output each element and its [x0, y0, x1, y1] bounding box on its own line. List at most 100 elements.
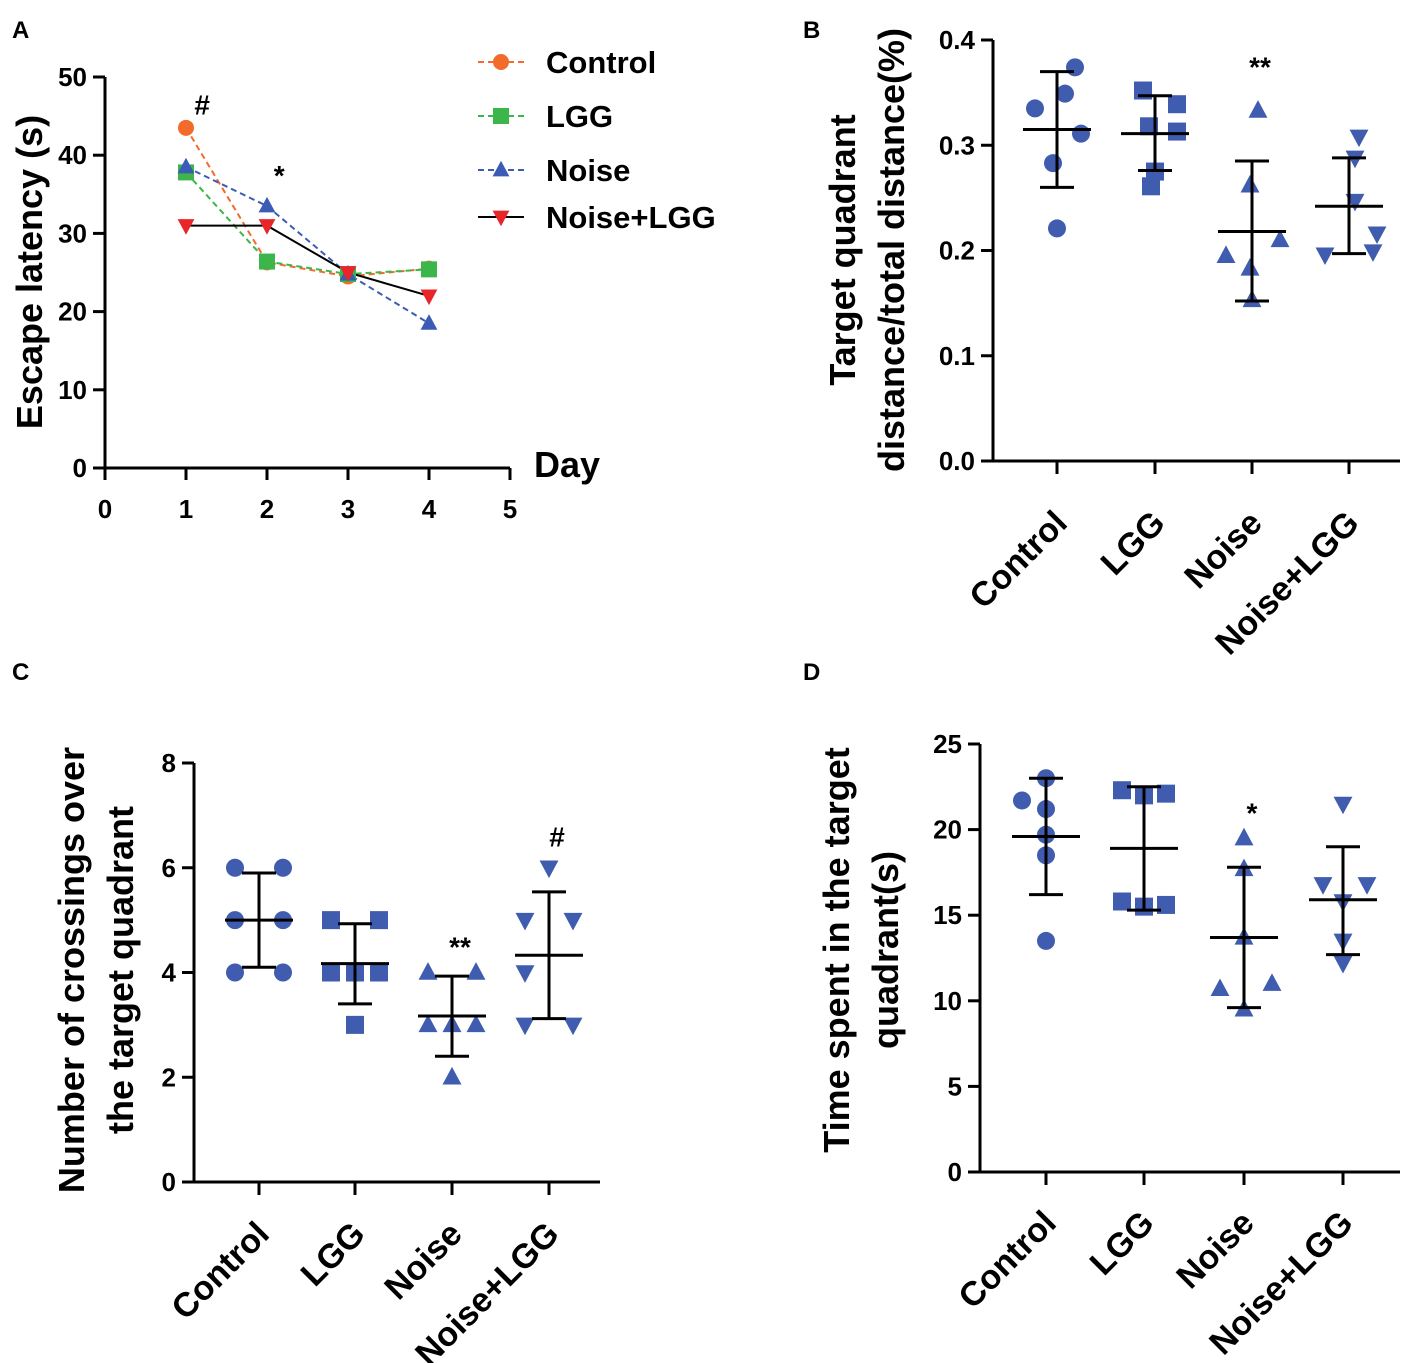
data-point-noise-lgg [1315, 247, 1335, 266]
panel-c-y-tick-label: 8 [162, 748, 176, 778]
panel-c-y-tick-label: 6 [162, 853, 176, 883]
data-point-lgg [346, 1015, 364, 1034]
data-point-control [1072, 124, 1090, 143]
data-point-control [1026, 99, 1044, 118]
panel-letter-d: D [803, 659, 820, 686]
panel-c-ylabel-line-2: the target quadrant [100, 806, 141, 1134]
data-point-control [274, 963, 292, 982]
data-point-control [1056, 84, 1074, 103]
data-point-lgg [370, 963, 388, 982]
panel-a-x-tick-label: 0 [98, 494, 112, 524]
data-point-control [178, 119, 194, 136]
panel-a-x-tick-label: 5 [503, 494, 517, 524]
panel-b-y-tick-label: 0.1 [939, 341, 975, 371]
data-point-lgg [259, 253, 275, 270]
panel-a-y-tick-label: 50 [58, 62, 87, 92]
data-point-noise-lgg [1333, 955, 1353, 974]
data-point-noise [1216, 245, 1236, 263]
data-point-noise [1240, 258, 1260, 276]
panel-b-y-tick-label: 0.0 [939, 446, 975, 476]
data-point-noise [1234, 827, 1254, 846]
data-point-noise [418, 962, 438, 980]
data-point-noise-lgg [515, 1017, 535, 1036]
panel-c-crossings-chart: Number of crossings over the target quad… [51, 747, 600, 1363]
data-point-noise-lgg [1313, 877, 1333, 895]
data-point-control [274, 858, 292, 877]
significance-marker: ** [449, 931, 471, 962]
category-label-control: Control [164, 1215, 276, 1327]
panel-d-y-tick-label: 10 [933, 986, 962, 1016]
data-point-noise-lgg [339, 266, 357, 282]
legend-label-lgg: LGG [546, 99, 613, 134]
panel-a-x-tick-label: 2 [260, 494, 274, 524]
category-label-control: Control [951, 1204, 1063, 1316]
data-point-control [226, 858, 244, 877]
data-point-noise-lgg [1363, 244, 1383, 262]
panel-a-escape-latency-chart: Escape latency (s) Day Control LGG Noise No… [9, 45, 716, 524]
panel-a-x-tick-label: 4 [422, 494, 437, 524]
panel-d-y-tick-label: 20 [933, 815, 962, 845]
data-point-lgg [1113, 781, 1131, 800]
panel-c-ylabel-line-1: Number of crossings over [51, 747, 92, 1193]
data-point-noise [1262, 973, 1282, 991]
panel-a-y-tick-label: 40 [58, 140, 87, 170]
panel-a-ylabel: Escape latency (s) [9, 115, 50, 429]
panel-d-y-tick-label: 0 [948, 1157, 962, 1187]
category-label-lgg: LGG [294, 1215, 373, 1294]
panel-letter-a: A [12, 17, 29, 44]
data-point-noise [466, 962, 486, 980]
series-line-lgg [185, 171, 430, 276]
data-point-control [1013, 791, 1031, 810]
panel-a-legend: Control LGG Noise Noise+LGG [478, 45, 716, 235]
panel-b-y-tick-label: 0.4 [939, 25, 976, 55]
data-point-lgg [322, 911, 340, 930]
legend-marker-noise-lgg [492, 210, 510, 227]
panel-c-y-tick-label: 4 [162, 958, 177, 988]
data-point-noise-lgg [1345, 150, 1365, 169]
legend-marker-lgg [493, 108, 509, 124]
data-point-noise-lgg [515, 965, 535, 983]
panel-c-y-tick-label: 0 [162, 1167, 176, 1197]
legend-marker-noise [492, 160, 510, 177]
panel-letter-b: B [803, 17, 820, 44]
series-line-control [185, 127, 430, 278]
data-point-control [1037, 931, 1055, 950]
panel-d-ylabel-line-1: Time spent in the target [816, 747, 857, 1152]
data-point-control [226, 963, 244, 982]
panel-b-ylabel-line-2: distance/total distance(%) [871, 28, 912, 472]
significance-marker: * [1247, 797, 1258, 828]
panel-d-time-spent-chart: Time spent in the target quadrant(s) 0 5 1… [816, 729, 1400, 1362]
significance-marker: # [194, 89, 210, 120]
panel-a-y-tick-label: 10 [58, 375, 87, 405]
data-point-noise [1270, 229, 1290, 248]
panel-d-y-tick-label: 15 [933, 900, 962, 930]
data-point-noise [418, 1014, 438, 1033]
significance-marker: ** [1249, 51, 1271, 82]
data-point-noise [420, 314, 438, 330]
panel-b-y-tick-label: 0.2 [939, 236, 975, 266]
panel-a-x-tick-label: 1 [179, 494, 193, 524]
data-point-lgg [1142, 177, 1160, 196]
data-point-lgg [1113, 892, 1131, 911]
panel-a-xlabel: Day [534, 444, 600, 485]
panel-a-y-tick-label: 0 [73, 453, 87, 483]
data-point-noise [466, 1014, 486, 1033]
series-line-noise-lgg [186, 224, 430, 297]
data-point-noise [1210, 978, 1230, 997]
panel-a-y-tick-label: 20 [58, 297, 87, 327]
panel-c-y-tick-label: 2 [162, 1062, 176, 1092]
category-label-noise: Noise [1177, 504, 1269, 596]
data-point-lgg [1157, 784, 1175, 803]
category-label-noise: Noise [377, 1215, 469, 1307]
data-point-control [1044, 154, 1062, 173]
data-point-noise-lgg [420, 289, 438, 306]
panel-d-ylabel-line-2: quadrant(s) [865, 851, 906, 1049]
panel-a-y-tick-label: 30 [58, 218, 87, 248]
data-point-lgg [421, 261, 437, 278]
data-point-control [1066, 58, 1084, 77]
data-point-lgg [1157, 895, 1175, 914]
data-point-noise-lgg [177, 219, 195, 235]
category-label-control: Control [962, 504, 1074, 616]
panel-b-target-distance-chart: Target quadrant distance/total distance(… [822, 25, 1400, 662]
